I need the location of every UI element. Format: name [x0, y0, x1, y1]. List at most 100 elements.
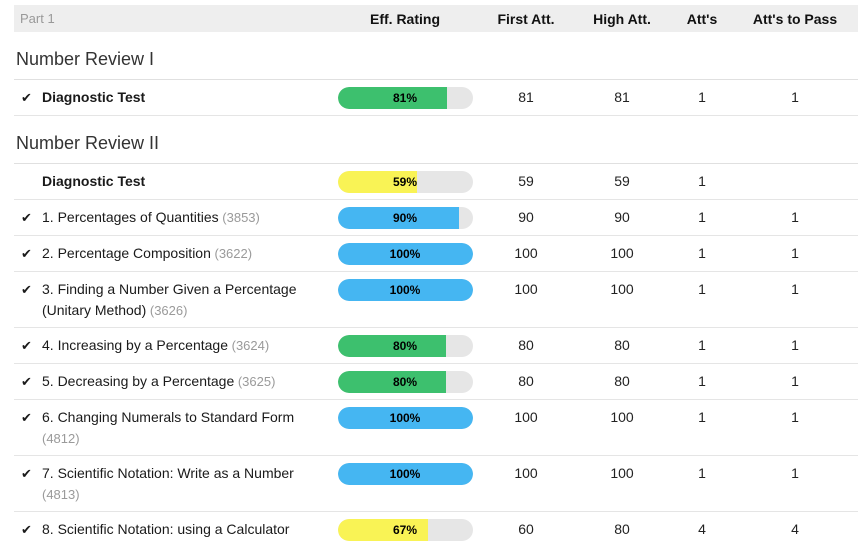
- results-table: Part 1 Eff. Rating First Att. High Att. …: [14, 5, 858, 543]
- eff-rating-fill: [337, 207, 459, 229]
- eff-rating-label: 67%: [392, 523, 418, 537]
- atts-to-pass-value: 1: [791, 89, 799, 105]
- table-row[interactable]: Diagnostic Test 59% 59 59 1: [14, 164, 858, 200]
- atts-to-pass-value: 1: [791, 281, 799, 297]
- eff-rating-fill: [337, 519, 428, 541]
- eff-rating-label: 80%: [392, 339, 418, 353]
- first-att-value: 59: [518, 173, 534, 189]
- row-title[interactable]: Diagnostic Test: [42, 173, 146, 189]
- table-row[interactable]: ✔ 5. Decreasing by a Percentage (3625) 8…: [14, 364, 858, 400]
- row-subtitle: (4813): [42, 484, 322, 505]
- table-row[interactable]: ✔ 7. Scientific Notation: Write as a Num…: [14, 456, 858, 512]
- row-title[interactable]: 8. Scientific Notation: using a Calculat…: [42, 521, 290, 537]
- check-icon: ✔: [21, 374, 32, 389]
- eff-rating-fill: [337, 463, 473, 485]
- column-header-high-att: High Att.: [593, 10, 651, 27]
- first-att-value: 60: [518, 521, 534, 537]
- atts-to-pass-value: 1: [791, 337, 799, 353]
- atts-value: 1: [698, 465, 706, 481]
- row-title[interactable]: 5. Decreasing by a Percentage: [42, 373, 235, 389]
- row-id-below: (4812): [42, 431, 80, 446]
- row-subtitle: (4812): [42, 428, 322, 449]
- high-att-value: 80: [614, 373, 630, 389]
- high-att-value: 100: [610, 409, 634, 425]
- eff-rating-label: 100%: [389, 411, 421, 425]
- eff-rating-fill: [337, 279, 473, 301]
- eff-rating-fill: [337, 371, 446, 393]
- eff-rating-fill: [337, 87, 447, 109]
- row-title[interactable]: 6. Changing Numerals to Standard Form: [42, 409, 295, 425]
- eff-rating-bar: 80%: [337, 335, 473, 357]
- atts-value: 1: [698, 173, 706, 189]
- row-id-inline: (3624): [228, 338, 270, 353]
- check-icon: ✔: [21, 282, 32, 297]
- table-row[interactable]: ✔ 3. Finding a Number Given a Percentage…: [14, 272, 858, 328]
- atts-value: 4: [698, 521, 706, 537]
- eff-rating-label: 81%: [392, 91, 418, 105]
- check-icon: ✔: [21, 410, 32, 425]
- row-title[interactable]: 4. Increasing by a Percentage: [42, 337, 229, 353]
- atts-value: 1: [698, 337, 706, 353]
- high-att-value: 80: [614, 337, 630, 353]
- first-att-value: 81: [518, 89, 534, 105]
- first-att-value: 100: [514, 409, 538, 425]
- eff-rating-label: 59%: [392, 175, 418, 189]
- check-icon: ✔: [21, 522, 32, 537]
- row-title[interactable]: 1. Percentages of Quantities: [42, 209, 219, 225]
- eff-rating-fill: [337, 335, 446, 357]
- eff-rating-label: 80%: [392, 375, 418, 389]
- first-att-value: 90: [518, 209, 534, 225]
- high-att-value: 100: [610, 245, 634, 261]
- row-title[interactable]: 7. Scientific Notation: Write as a Numbe…: [42, 465, 294, 481]
- high-att-value: 100: [610, 465, 634, 481]
- eff-rating-bar: 100%: [337, 407, 473, 429]
- eff-rating-bar: 80%: [337, 371, 473, 393]
- row-title[interactable]: Diagnostic Test: [42, 89, 146, 105]
- eff-rating-bar: 90%: [337, 207, 473, 229]
- row-subtitle: (Unitary Method) (3626): [42, 300, 322, 321]
- eff-rating-label: 100%: [389, 467, 421, 481]
- table-row[interactable]: ✔ 6. Changing Numerals to Standard Form …: [14, 400, 858, 456]
- row-id-below: (4813): [42, 487, 80, 502]
- atts-value: 1: [698, 409, 706, 425]
- row-id-inline: (3625): [234, 374, 276, 389]
- atts-to-pass-value: 4: [791, 521, 799, 537]
- table-row[interactable]: ✔ 2. Percentage Composition (3622) 100% …: [14, 236, 858, 272]
- eff-rating-label: 90%: [392, 211, 418, 225]
- eff-rating-bar: 100%: [337, 279, 473, 301]
- eff-rating-bar: 59%: [337, 171, 473, 193]
- high-att-value: 90: [614, 209, 630, 225]
- check-icon: ✔: [21, 90, 32, 105]
- atts-value: 1: [698, 89, 706, 105]
- atts-to-pass-value: 1: [791, 209, 799, 225]
- section-rows: ✔ Diagnostic Test 81% 81 81 1 1: [14, 80, 858, 116]
- eff-rating-label: 100%: [389, 247, 421, 261]
- check-icon: ✔: [21, 466, 32, 481]
- high-att-value: 59: [614, 173, 630, 189]
- eff-rating-fill: [337, 171, 418, 193]
- first-att-value: 100: [514, 281, 538, 297]
- check-icon: ✔: [21, 210, 32, 225]
- section-rows: Diagnostic Test 59% 59 59 1 ✔ 1. Percent…: [14, 164, 858, 543]
- table-header: Part 1 Eff. Rating First Att. High Att. …: [14, 5, 858, 32]
- row-subtitle-text: (Unitary Method): [42, 302, 147, 318]
- eff-rating-bar: 100%: [337, 243, 473, 265]
- row-title[interactable]: 2. Percentage Composition: [42, 245, 211, 261]
- atts-to-pass-value: 1: [791, 409, 799, 425]
- atts-value: 1: [698, 373, 706, 389]
- column-header-first-att: First Att.: [497, 10, 555, 27]
- table-row[interactable]: ✔ 8. Scientific Notation: using a Calcul…: [14, 512, 858, 543]
- section-title: Number Review I: [14, 32, 858, 80]
- first-att-value: 80: [518, 337, 534, 353]
- table-row[interactable]: ✔ 1. Percentages of Quantities (3853) 90…: [14, 200, 858, 236]
- atts-to-pass-value: 1: [791, 465, 799, 481]
- eff-rating-fill: [337, 407, 473, 429]
- column-header-eff-rating: Eff. Rating: [370, 10, 440, 27]
- first-att-value: 100: [514, 245, 538, 261]
- section-number-review-2: Number Review II Diagnostic Test 59% 59 …: [14, 116, 858, 543]
- table-row[interactable]: ✔ 4. Increasing by a Percentage (3624) 8…: [14, 328, 858, 364]
- column-header-atts-to-pass: Att's to Pass: [752, 10, 838, 27]
- first-att-value: 80: [518, 373, 534, 389]
- table-row[interactable]: ✔ Diagnostic Test 81% 81 81 1 1: [14, 80, 858, 116]
- row-title[interactable]: 3. Finding a Number Given a Percentage: [42, 281, 297, 297]
